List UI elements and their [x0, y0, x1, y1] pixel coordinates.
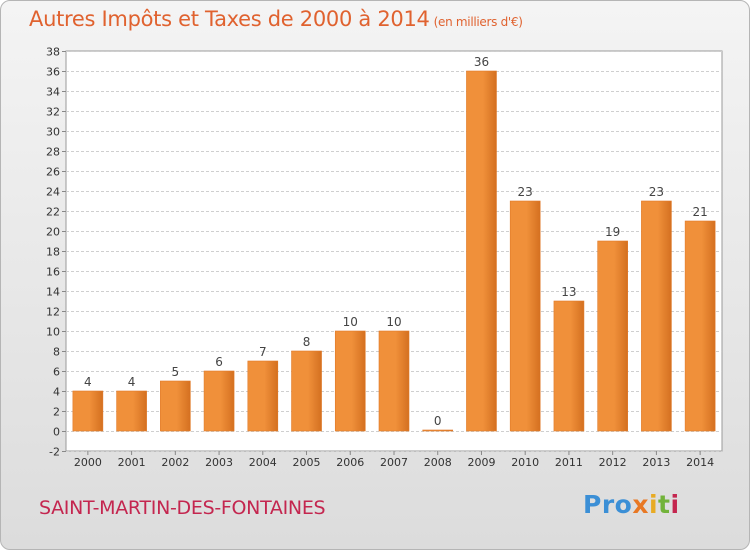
data-label: 0	[434, 414, 442, 428]
y-tick-label: 4	[53, 386, 60, 399]
data-label: 7	[259, 345, 267, 359]
chart-title-text: Autres Impôts et Taxes de 2000 à 2014	[29, 7, 430, 31]
y-tick-label: 32	[46, 106, 60, 119]
bar	[247, 360, 279, 432]
bar	[334, 330, 366, 432]
y-tick-label: 38	[46, 46, 60, 59]
x-tick-label: 2011	[555, 456, 583, 469]
y-tick-label: 24	[46, 186, 60, 199]
data-label: 6	[215, 355, 223, 369]
data-label: 8	[303, 335, 311, 349]
bar	[116, 390, 147, 432]
y-tick-label: 14	[46, 286, 60, 299]
bar	[422, 429, 454, 432]
x-tick-label: 2007	[380, 456, 408, 469]
data-label: 36	[474, 55, 489, 69]
bar	[378, 330, 410, 432]
x-tick-label: 2010	[511, 456, 539, 469]
x-tick-label: 2009	[467, 456, 495, 469]
y-tick-label: 26	[46, 166, 60, 179]
y-tick-label: 8	[53, 346, 60, 359]
x-tick-label: 2000	[74, 456, 102, 469]
bar	[203, 370, 235, 432]
data-label: 13	[561, 285, 576, 299]
proxiti-logo: Proxiti	[583, 490, 680, 519]
chart-subtitle: (en milliers d'€)	[433, 15, 523, 29]
bar	[553, 300, 585, 432]
y-tick-label: 30	[46, 126, 60, 139]
y-tick-label: 16	[46, 266, 60, 279]
x-tick-label: 2003	[205, 456, 233, 469]
data-label: 4	[128, 375, 136, 389]
x-tick-label: 2012	[599, 456, 627, 469]
data-label: 5	[172, 365, 180, 379]
y-tick-label: 18	[46, 246, 60, 259]
bar	[684, 220, 716, 432]
x-tick-label: 2014	[686, 456, 714, 469]
bar	[160, 380, 191, 432]
y-tick-label: 2	[53, 406, 60, 419]
y-tick-label: 36	[46, 66, 60, 79]
data-label: 23	[518, 185, 533, 199]
y-tick-label: 10	[46, 326, 60, 339]
data-label: 23	[649, 185, 664, 199]
bar	[466, 70, 497, 432]
data-label: 10	[343, 315, 358, 329]
x-tick-label: 2013	[642, 456, 670, 469]
y-tick-label: 12	[46, 306, 60, 319]
x-tick-label: 2008	[424, 456, 452, 469]
y-tick-label: 0	[53, 426, 60, 439]
x-tick-label: 2006	[336, 456, 364, 469]
y-tick-label: 34	[46, 86, 60, 99]
data-label: 4	[84, 375, 92, 389]
x-tick-label: 2005	[293, 456, 321, 469]
x-tick-label: 2001	[118, 456, 146, 469]
x-tick-label: 2004	[249, 456, 277, 469]
x-tick-label: 2002	[161, 456, 189, 469]
commune-name: SAINT-MARTIN-DES-FONTAINES	[39, 497, 326, 519]
y-tick-label: 6	[53, 366, 60, 379]
bar	[72, 390, 104, 432]
data-label: 10	[386, 315, 401, 329]
bar	[641, 200, 672, 432]
data-label: 21	[692, 205, 707, 219]
data-label: 19	[605, 225, 620, 239]
bar	[597, 240, 628, 432]
bar	[509, 200, 541, 432]
y-tick-label: -2	[49, 446, 60, 459]
y-tick-label: 28	[46, 146, 60, 159]
bar	[291, 350, 322, 432]
chart-title: Autres Impôts et Taxes de 2000 à 2014 (en…	[29, 7, 523, 31]
y-tick-label: 20	[46, 226, 60, 239]
y-tick-label: 22	[46, 206, 60, 219]
